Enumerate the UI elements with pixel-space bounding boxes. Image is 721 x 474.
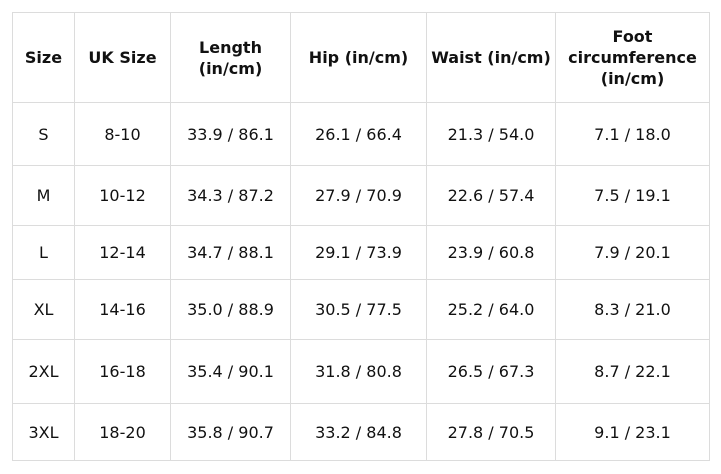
header-cell: Foot circumference (in/cm) bbox=[555, 12, 710, 103]
header-cell: Hip (in/cm) bbox=[290, 12, 427, 103]
table-cell: 31.8 / 80.8 bbox=[290, 339, 427, 404]
table-row: 3XL 18-20 35.8 / 90.7 33.2 / 84.8 27.8 / 70.… bbox=[12, 403, 710, 461]
header-cell: Size bbox=[12, 12, 75, 103]
header-cell: Waist (in/cm) bbox=[426, 12, 556, 103]
table-cell: 2XL bbox=[12, 339, 75, 404]
header-cell: UK Size bbox=[74, 12, 171, 103]
table-cell: 8.7 / 22.1 bbox=[555, 339, 710, 404]
table-cell: 10-12 bbox=[74, 165, 171, 226]
table-cell: 33.2 / 84.8 bbox=[290, 403, 427, 461]
table-cell: 30.5 / 77.5 bbox=[290, 279, 427, 340]
table-cell: 8.3 / 21.0 bbox=[555, 279, 710, 340]
table-cell: 7.5 / 19.1 bbox=[555, 165, 710, 226]
table-cell: 29.1 / 73.9 bbox=[290, 225, 427, 280]
table-cell: 35.8 / 90.7 bbox=[170, 403, 291, 461]
table-cell: 12-14 bbox=[74, 225, 171, 280]
table-cell: 9.1 / 23.1 bbox=[555, 403, 710, 461]
table-cell: 34.7 / 88.1 bbox=[170, 225, 291, 280]
table-body: S 8-10 33.9 / 86.1 26.1 / 66.4 21.3 / 54.0 7.… bbox=[12, 102, 710, 461]
table-cell: 18-20 bbox=[74, 403, 171, 461]
table-cell: 26.5 / 67.3 bbox=[426, 339, 556, 404]
header-cell: Length (in/cm) bbox=[170, 12, 291, 103]
table-cell: 27.8 / 70.5 bbox=[426, 403, 556, 461]
table-row: S 8-10 33.9 / 86.1 26.1 / 66.4 21.3 / 54.0 7.… bbox=[12, 102, 710, 166]
table-cell: 21.3 / 54.0 bbox=[426, 102, 556, 166]
table-cell: 8-10 bbox=[74, 102, 171, 166]
table-cell: 23.9 / 60.8 bbox=[426, 225, 556, 280]
table-cell: 33.9 / 86.1 bbox=[170, 102, 291, 166]
table-cell: L bbox=[12, 225, 75, 280]
table-cell: 22.6 / 57.4 bbox=[426, 165, 556, 226]
table-row: XL 14-16 35.0 / 88.9 30.5 / 77.5 25.2 / 64.0… bbox=[12, 279, 710, 340]
table-row: 2XL 16-18 35.4 / 90.1 31.8 / 80.8 26.5 / 67.… bbox=[12, 339, 710, 404]
table-cell: 7.1 / 18.0 bbox=[555, 102, 710, 166]
table-cell: S bbox=[12, 102, 75, 166]
table-cell: 26.1 / 66.4 bbox=[290, 102, 427, 166]
table-cell: 7.9 / 20.1 bbox=[555, 225, 710, 280]
table-cell: 35.0 / 88.9 bbox=[170, 279, 291, 340]
table-cell: 14-16 bbox=[74, 279, 171, 340]
table-cell: 35.4 / 90.1 bbox=[170, 339, 291, 404]
table-cell: 27.9 / 70.9 bbox=[290, 165, 427, 226]
table-row: L 12-14 34.7 / 88.1 29.1 / 73.9 23.9 / 60.8 7… bbox=[12, 225, 710, 280]
table-cell: M bbox=[12, 165, 75, 226]
table-cell: 3XL bbox=[12, 403, 75, 461]
table-cell: 34.3 / 87.2 bbox=[170, 165, 291, 226]
size-table: Size UK Size Length (in/cm) Hip (in/cm) Wais… bbox=[12, 12, 710, 461]
table-row: M 10-12 34.3 / 87.2 27.9 / 70.9 22.6 / 57.4 7… bbox=[12, 165, 710, 226]
table-cell: 25.2 / 64.0 bbox=[426, 279, 556, 340]
table-cell: XL bbox=[12, 279, 75, 340]
header-row: Size UK Size Length (in/cm) Hip (in/cm) Wais… bbox=[12, 12, 710, 103]
table-cell: 16-18 bbox=[74, 339, 171, 404]
